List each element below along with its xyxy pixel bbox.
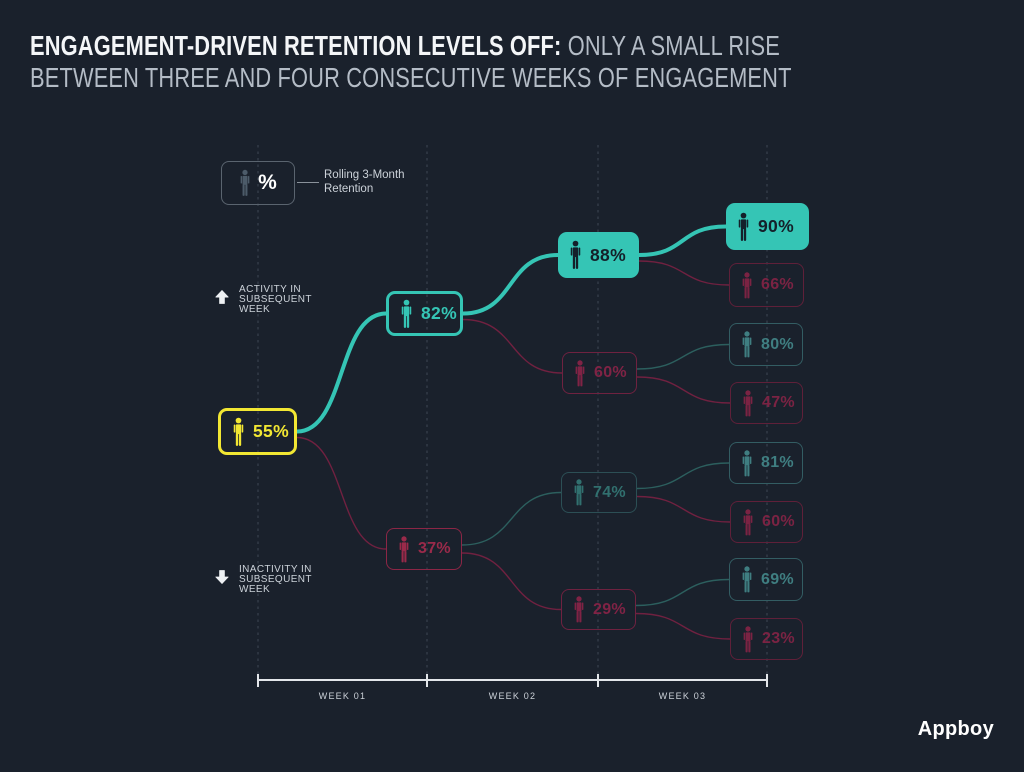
retention-node-n80: 80% (729, 323, 803, 366)
retention-node-n47: 47% (730, 382, 803, 424)
person-icon (573, 596, 585, 623)
axis-label-week-1: WEEK 01 (318, 691, 367, 701)
person-icon (742, 626, 754, 653)
link-n37-n74 (461, 491, 562, 546)
retention-value: 74% (593, 483, 626, 501)
inactivity-label: INACTIVITY IN SUBSEQUENT WEEK (239, 564, 312, 595)
retention-node-n29: 29% (561, 589, 636, 630)
retention-value: 82% (421, 303, 457, 323)
person-icon (741, 272, 753, 299)
retention-value: 47% (762, 394, 795, 411)
retention-node-n37: 37% (386, 528, 462, 570)
retention-node-n66: 66% (729, 263, 804, 307)
percent-symbol: % (258, 171, 277, 194)
retention-node-n88: 88% (558, 232, 639, 278)
person-icon (742, 390, 754, 417)
arrow-down-icon (215, 570, 229, 584)
person-icon (741, 566, 753, 593)
person-icon (741, 331, 753, 358)
link-n29-n23 (635, 612, 731, 640)
retention-value: 55% (253, 421, 289, 441)
person-icon (569, 240, 582, 270)
link-n74-n81 (636, 462, 730, 490)
axis-label-week-3: WEEK 03 (658, 691, 707, 701)
axis-line (258, 679, 767, 681)
retention-node-n23: 23% (730, 618, 803, 660)
person-icon (574, 360, 586, 387)
person-icon (232, 417, 245, 447)
retention-value: 60% (762, 513, 795, 530)
retention-value: 60% (594, 364, 627, 381)
brand-logo: Appboy (917, 718, 994, 740)
link-n88-n66 (638, 260, 730, 286)
retention-node-n90: 90% (726, 203, 809, 250)
link-n60-n47 (636, 376, 731, 404)
retention-node-n82: 82% (386, 291, 463, 336)
page-title: ENGAGEMENT-DRIVEN RETENTION LEVELS OFF: … (30, 30, 792, 94)
title-line-1: ENGAGEMENT-DRIVEN RETENTION LEVELS OFF: … (30, 30, 780, 62)
retention-node-n55: 55% (218, 408, 297, 455)
retention-node-n74: 74% (561, 472, 637, 513)
person-icon (400, 299, 413, 329)
axis-tick-3 (766, 674, 768, 687)
retention-value: 81% (761, 454, 794, 471)
retention-value: 23% (762, 630, 795, 647)
person-icon (737, 212, 750, 242)
person-icon (573, 479, 585, 506)
link-n82-n88 (462, 253, 559, 316)
retention-node-n60: 60% (562, 352, 637, 394)
title-rest: ONLY A SMALL RISE (567, 30, 780, 61)
legend-key-box: % (221, 161, 295, 205)
link-n88-n90 (638, 224, 727, 257)
axis-tick-2 (597, 674, 599, 687)
person-icon (741, 450, 753, 477)
retention-value: 88% (590, 244, 626, 265)
arrow-up-icon (215, 290, 229, 304)
retention-value: 66% (761, 276, 794, 293)
link-n74-n60b (636, 495, 731, 523)
axis-tick-1 (426, 674, 428, 687)
retention-node-n60b: 60% (730, 501, 803, 543)
retention-value: 80% (761, 335, 794, 353)
title-line-2: BETWEEN THREE AND FOUR CONSECUTIVE WEEKS… (30, 62, 792, 93)
legend-label: Rolling 3-Month Retention (324, 169, 405, 195)
link-n37-n29 (461, 552, 562, 611)
retention-value: 37% (418, 540, 451, 557)
retention-value: 69% (761, 570, 794, 588)
person-icon (398, 536, 410, 563)
legend-connector-line (297, 182, 319, 183)
axis-label-week-2: WEEK 02 (488, 691, 537, 701)
activity-label: ACTIVITY IN SUBSEQUENT WEEK (239, 284, 312, 315)
retention-node-n69: 69% (729, 558, 803, 601)
link-n60-n80 (636, 343, 730, 370)
link-n82-n60 (462, 318, 563, 374)
person-icon (742, 509, 754, 536)
title-emphasis: ENGAGEMENT-DRIVEN RETENTION LEVELS OFF: (30, 30, 562, 61)
axis-tick-0 (257, 674, 259, 687)
link-n55-n82 (296, 311, 387, 434)
link-n55-n37 (296, 436, 387, 550)
link-n29-n69 (635, 578, 730, 607)
retention-value: 90% (758, 216, 794, 236)
retention-value: 29% (593, 600, 626, 618)
person-icon (239, 168, 251, 198)
retention-node-n81: 81% (729, 442, 803, 484)
